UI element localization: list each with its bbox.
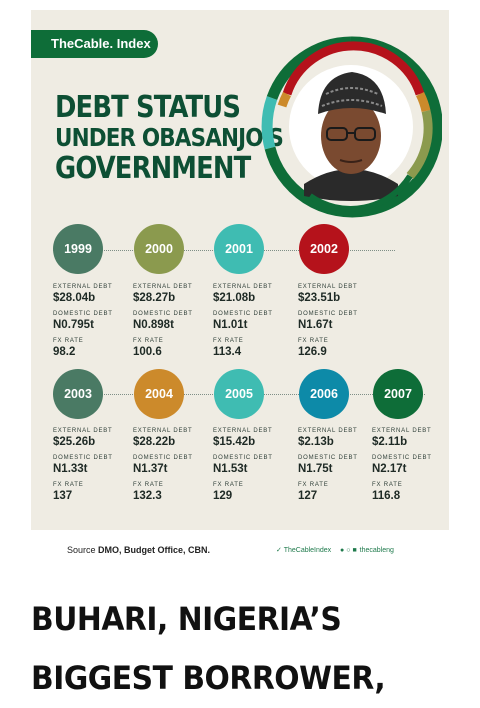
source-credit: Source DMO, Budget Office, CBN. [67,545,210,555]
external-debt-label: EXTERNAL DEBT [133,428,193,434]
domestic-debt-value: N1.53t [213,463,248,475]
fx-rate-label: FX RATE [133,338,164,344]
headline-line-1: BUHARI, NIGERIA’S [31,600,342,638]
title-line-2: UNDER OBASANJO'S [55,123,284,152]
fx-rate-label: FX RATE [298,482,329,488]
domestic-debt-label: DOMESTIC DEBT [213,455,273,461]
source-prefix: Source [67,545,96,555]
external-debt-value: $2.13b [298,436,334,448]
external-debt-label: EXTERNAL DEBT [53,284,113,290]
domestic-debt-value: N2.17t [372,463,407,475]
external-debt-label: EXTERNAL DEBT [133,284,193,290]
facebook-icon: ■ [352,547,357,554]
twitter-icon: ✓ [276,547,282,554]
fx-rate-label: FX RATE [213,482,244,488]
year-node-1999: 1999 [53,224,103,274]
fx-rate-label: FX RATE [53,482,84,488]
year-node-2004: 2004 [134,369,184,419]
year-node-2002: 2002 [299,224,349,274]
domestic-debt-label: DOMESTIC DEBT [53,311,113,317]
external-debt-value: $15.42b [213,436,256,448]
external-debt-label: EXTERNAL DEBT [213,284,273,290]
domestic-debt-label: DOMESTIC DEBT [53,455,113,461]
fx-rate-value: 116.8 [372,490,401,502]
domestic-debt-value: N0.795t [53,319,94,331]
instagram-icon: ○ [346,547,351,554]
external-debt-label: EXTERNAL DEBT [372,428,432,434]
year-stats-2006: EXTERNAL DEBT $2.13b DOMESTIC DEBT N1.75… [298,427,398,503]
year-stats-1999: EXTERNAL DEBT $28.04b DOMESTIC DEBT N0.7… [53,283,153,359]
external-debt-value: $25.26b [53,436,96,448]
fx-rate-label: FX RATE [213,338,244,344]
external-debt-value: $21.08b [213,292,256,304]
fx-rate-value: 113.4 [213,346,242,358]
domestic-debt-value: N1.33t [53,463,88,475]
year-stats-2003: EXTERNAL DEBT $25.26b DOMESTIC DEBT N1.3… [53,427,153,503]
external-debt-label: EXTERNAL DEBT [298,284,358,290]
year-stats-2001: EXTERNAL DEBT $21.08b DOMESTIC DEBT N1.0… [213,283,313,359]
fx-rate-value: 98.2 [53,346,76,358]
year-node-2001: 2001 [214,224,264,274]
year-stats-2000: EXTERNAL DEBT $28.27b DOMESTIC DEBT N0.8… [133,283,233,359]
fx-rate-value: 127 [298,490,318,502]
external-debt-value: $28.22b [133,436,176,448]
domestic-debt-label: DOMESTIC DEBT [372,455,432,461]
year-stats-2005: EXTERNAL DEBT $15.42b DOMESTIC DEBT N1.5… [213,427,313,503]
year-stats-2002: EXTERNAL DEBT $23.51b DOMESTIC DEBT N1.6… [298,283,398,359]
domestic-debt-label: DOMESTIC DEBT [298,311,358,317]
external-debt-value: $28.27b [133,292,176,304]
infographic-title: DEBT STATUS UNDER OBASANJO'S GOVERNMENT [55,90,284,186]
domestic-debt-value: N1.67t [298,319,333,331]
brand-badge: TheCable. Index [31,30,158,58]
twitter-small-icon: ● [339,547,345,554]
fx-rate-label: FX RATE [133,482,164,488]
infographic-card: TheCable. Index DEBT STATUS UNDER OBASAN… [31,10,449,530]
fx-rate-label: FX RATE [372,482,403,488]
year-node-2003: 2003 [53,369,103,419]
external-debt-value: $23.51b [298,292,341,304]
fx-rate-value: 137 [53,490,73,502]
domestic-debt-label: DOMESTIC DEBT [213,311,273,317]
social-handle[interactable]: thecableng [359,547,394,554]
source-text: DMO, Budget Office, CBN. [98,545,211,555]
title-line-1: DEBT STATUS [55,90,241,125]
fx-rate-label: FX RATE [53,338,84,344]
year-node-2005: 2005 [214,369,264,419]
year-node-2007: 2007 [373,369,423,419]
fx-rate-value: 126.9 [298,346,327,358]
external-debt-value: $28.04b [53,292,96,304]
twitter-handle[interactable]: TheCableIndex [283,547,332,554]
domestic-debt-value: N1.37t [133,463,168,475]
title-line-3: GOVERNMENT [55,151,251,186]
year-node-2006: 2006 [299,369,349,419]
domestic-debt-label: DOMESTIC DEBT [298,455,358,461]
external-debt-label: EXTERNAL DEBT [213,428,273,434]
domestic-debt-value: N1.75t [298,463,333,475]
fx-rate-label: FX RATE [298,338,329,344]
social-links: ✓ TheCableIndex ● ○ ■ thecableng [276,546,394,554]
fx-rate-value: 100.6 [133,346,162,358]
domestic-debt-label: DOMESTIC DEBT [133,455,193,461]
fx-rate-value: 132.3 [133,490,162,502]
domestic-debt-value: N0.898t [133,319,174,331]
fx-rate-value: 129 [213,490,233,502]
domestic-debt-label: DOMESTIC DEBT [133,311,193,317]
external-debt-label: EXTERNAL DEBT [53,428,113,434]
year-node-2000: 2000 [134,224,184,274]
external-debt-label: EXTERNAL DEBT [298,428,358,434]
external-debt-value: $2.11b [372,436,408,448]
year-stats-2007: EXTERNAL DEBT $2.11b DOMESTIC DEBT N2.17… [372,427,448,503]
headline-line-2: BIGGEST BORROWER, [31,659,386,697]
article-headline[interactable]: BUHARI, NIGERIA’S BIGGEST BORROWER, [31,590,386,708]
year-stats-2004: EXTERNAL DEBT $28.22b DOMESTIC DEBT N1.3… [133,427,233,503]
domestic-debt-value: N1.01t [213,319,248,331]
portrait-photo-icon [261,36,442,218]
